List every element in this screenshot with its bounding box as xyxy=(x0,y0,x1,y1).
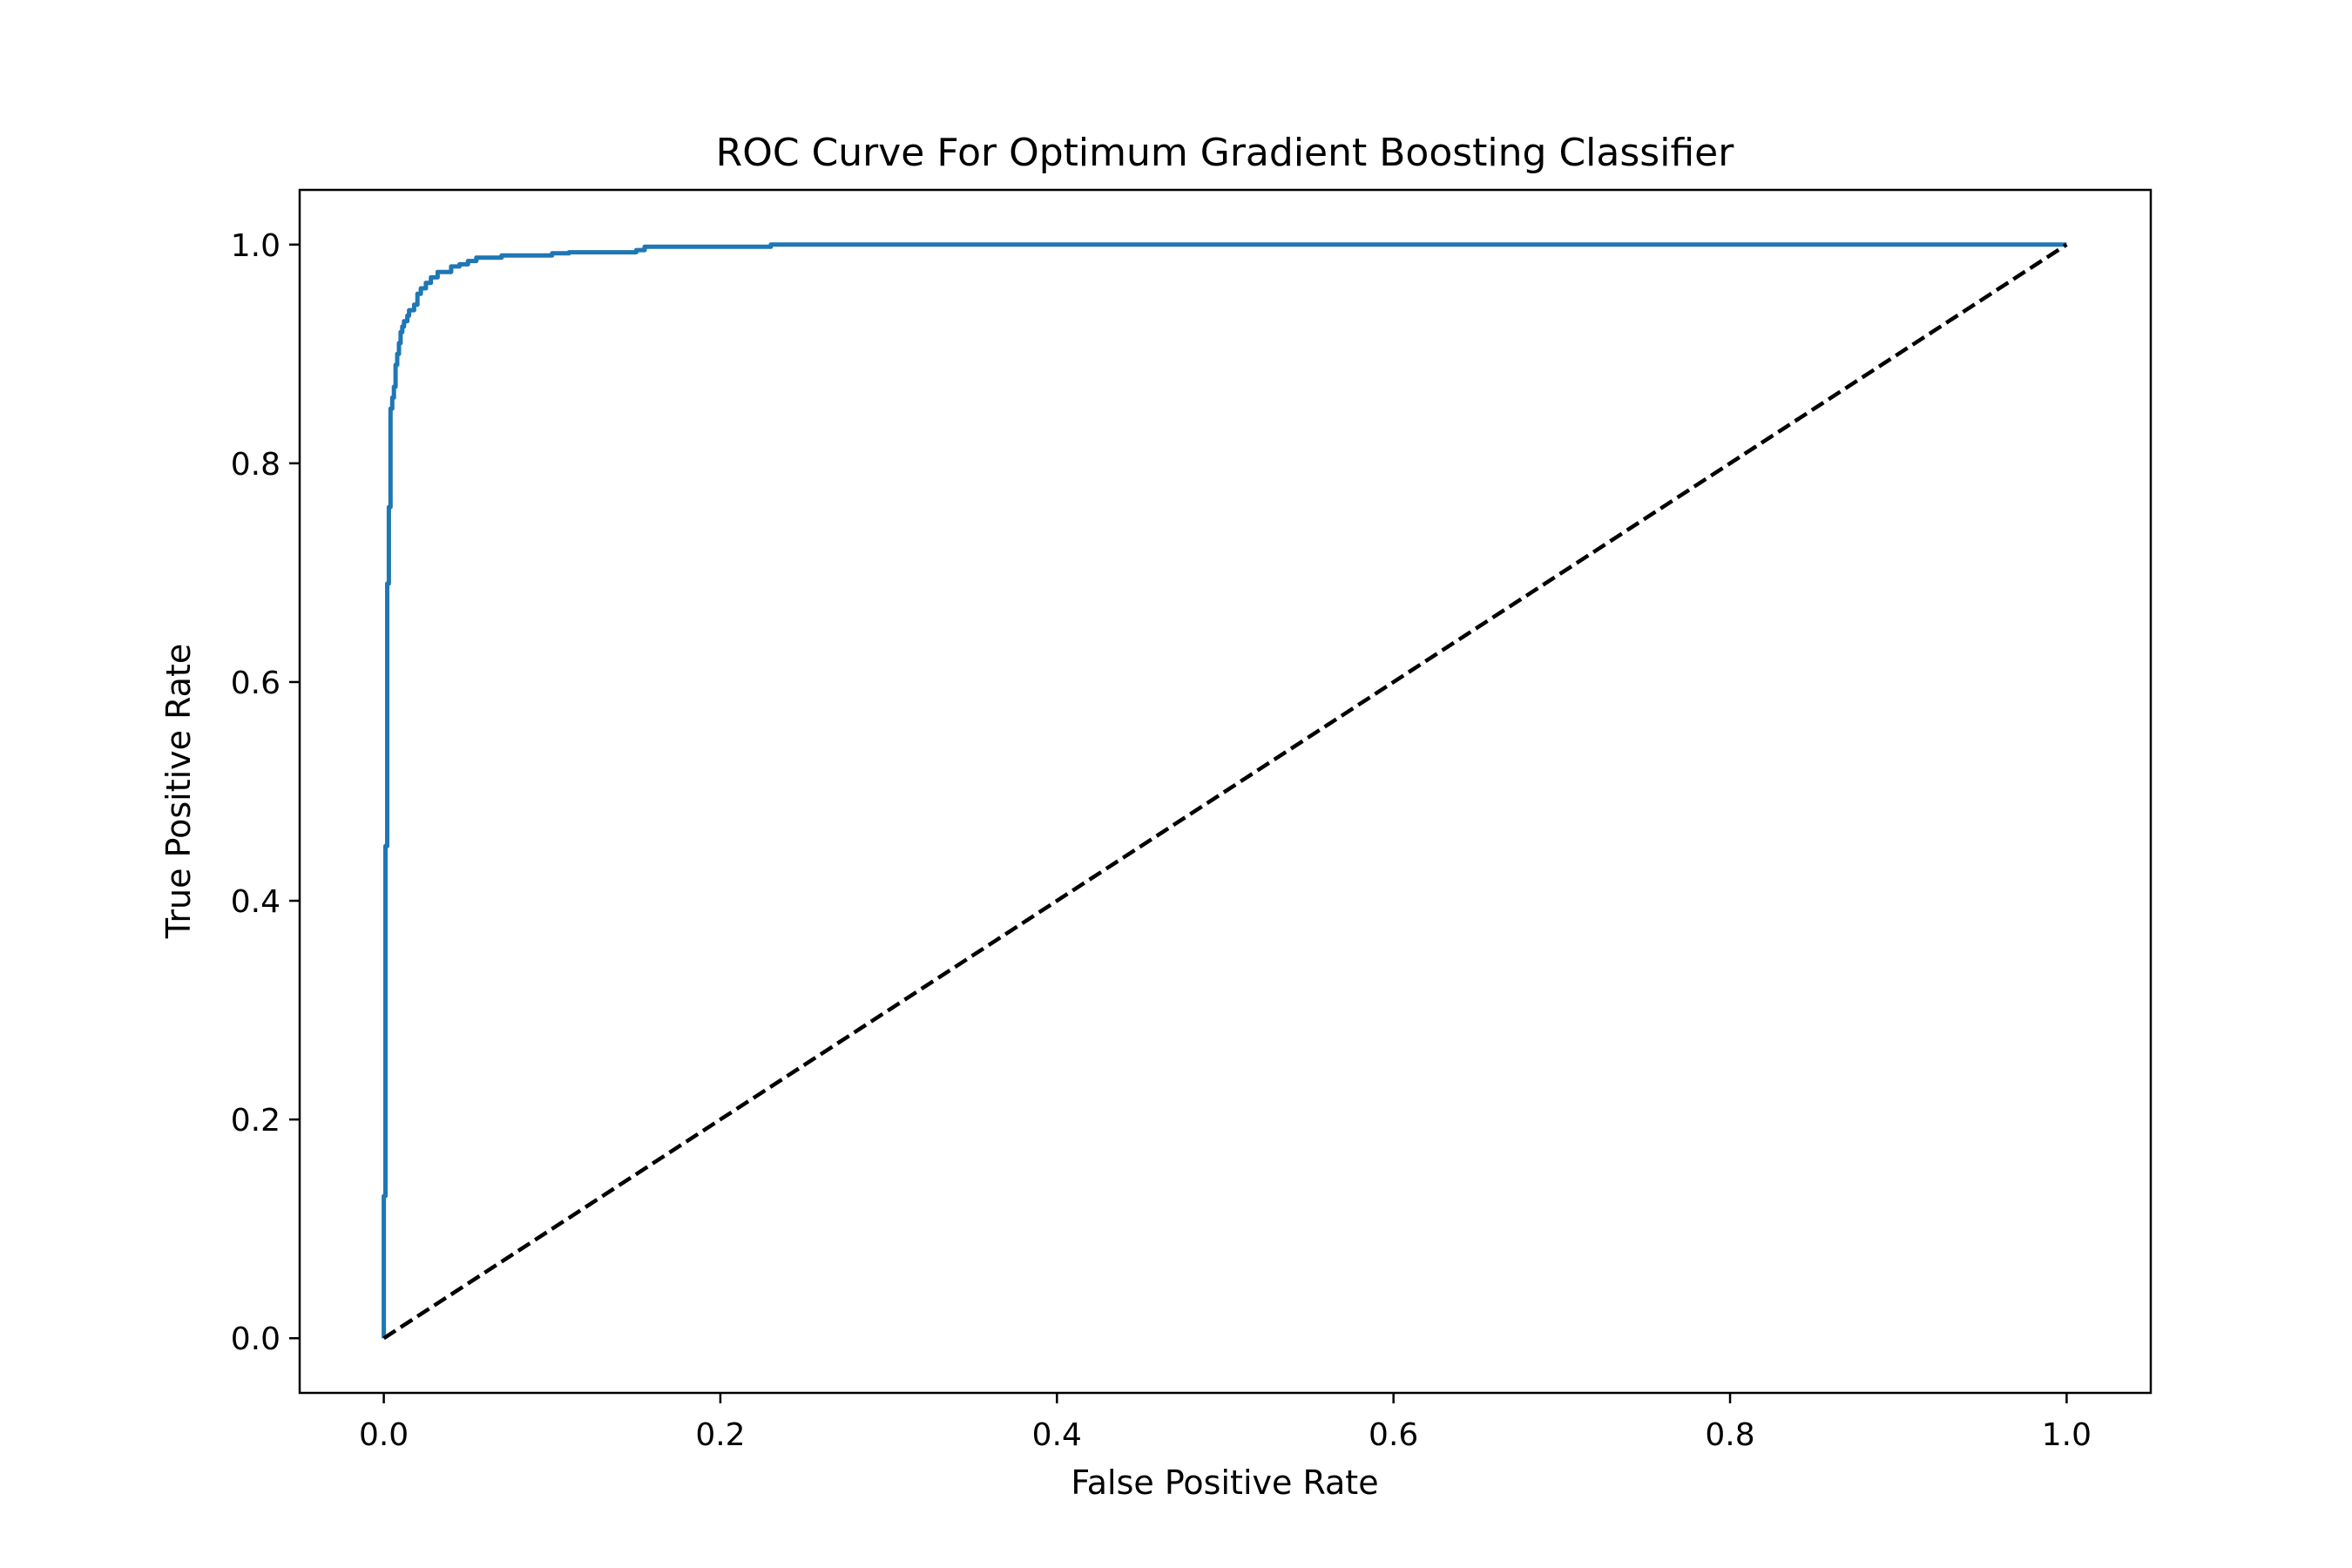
chart-title: ROC Curve For Optimum Gradient Boosting … xyxy=(716,131,1735,175)
x-axis-label: False Positive Rate xyxy=(1071,1463,1378,1502)
y-tick-label: 0.2 xyxy=(231,1103,280,1139)
x-tick-label: 0.4 xyxy=(1032,1417,1082,1453)
y-axis-label: True Positive Rate xyxy=(159,644,198,940)
plot-frame xyxy=(298,188,2153,1395)
x-tick-label: 0.0 xyxy=(359,1417,409,1453)
x-tick-label: 1.0 xyxy=(2042,1417,2092,1453)
y-axis-ticks: 0.0 0.2 0.4 0.6 0.8 1.0 xyxy=(231,228,300,1357)
x-axis-ticks: 0.0 0.2 0.4 0.6 0.8 1.0 xyxy=(359,1393,2092,1453)
chance-diagonal-line xyxy=(382,242,2068,1341)
y-tick-label: 0.0 xyxy=(231,1321,280,1357)
y-tick-label: 0.8 xyxy=(231,447,280,483)
y-tick-label: 1.0 xyxy=(231,228,280,264)
x-tick-label: 0.8 xyxy=(1705,1417,1754,1453)
y-tick-label: 0.4 xyxy=(231,884,280,920)
x-tick-label: 0.2 xyxy=(695,1417,745,1453)
x-tick-label: 0.6 xyxy=(1369,1417,1418,1453)
roc-curve-line xyxy=(382,242,2067,1339)
y-tick-label: 0.6 xyxy=(231,666,280,701)
plot-layer xyxy=(382,242,2068,1341)
